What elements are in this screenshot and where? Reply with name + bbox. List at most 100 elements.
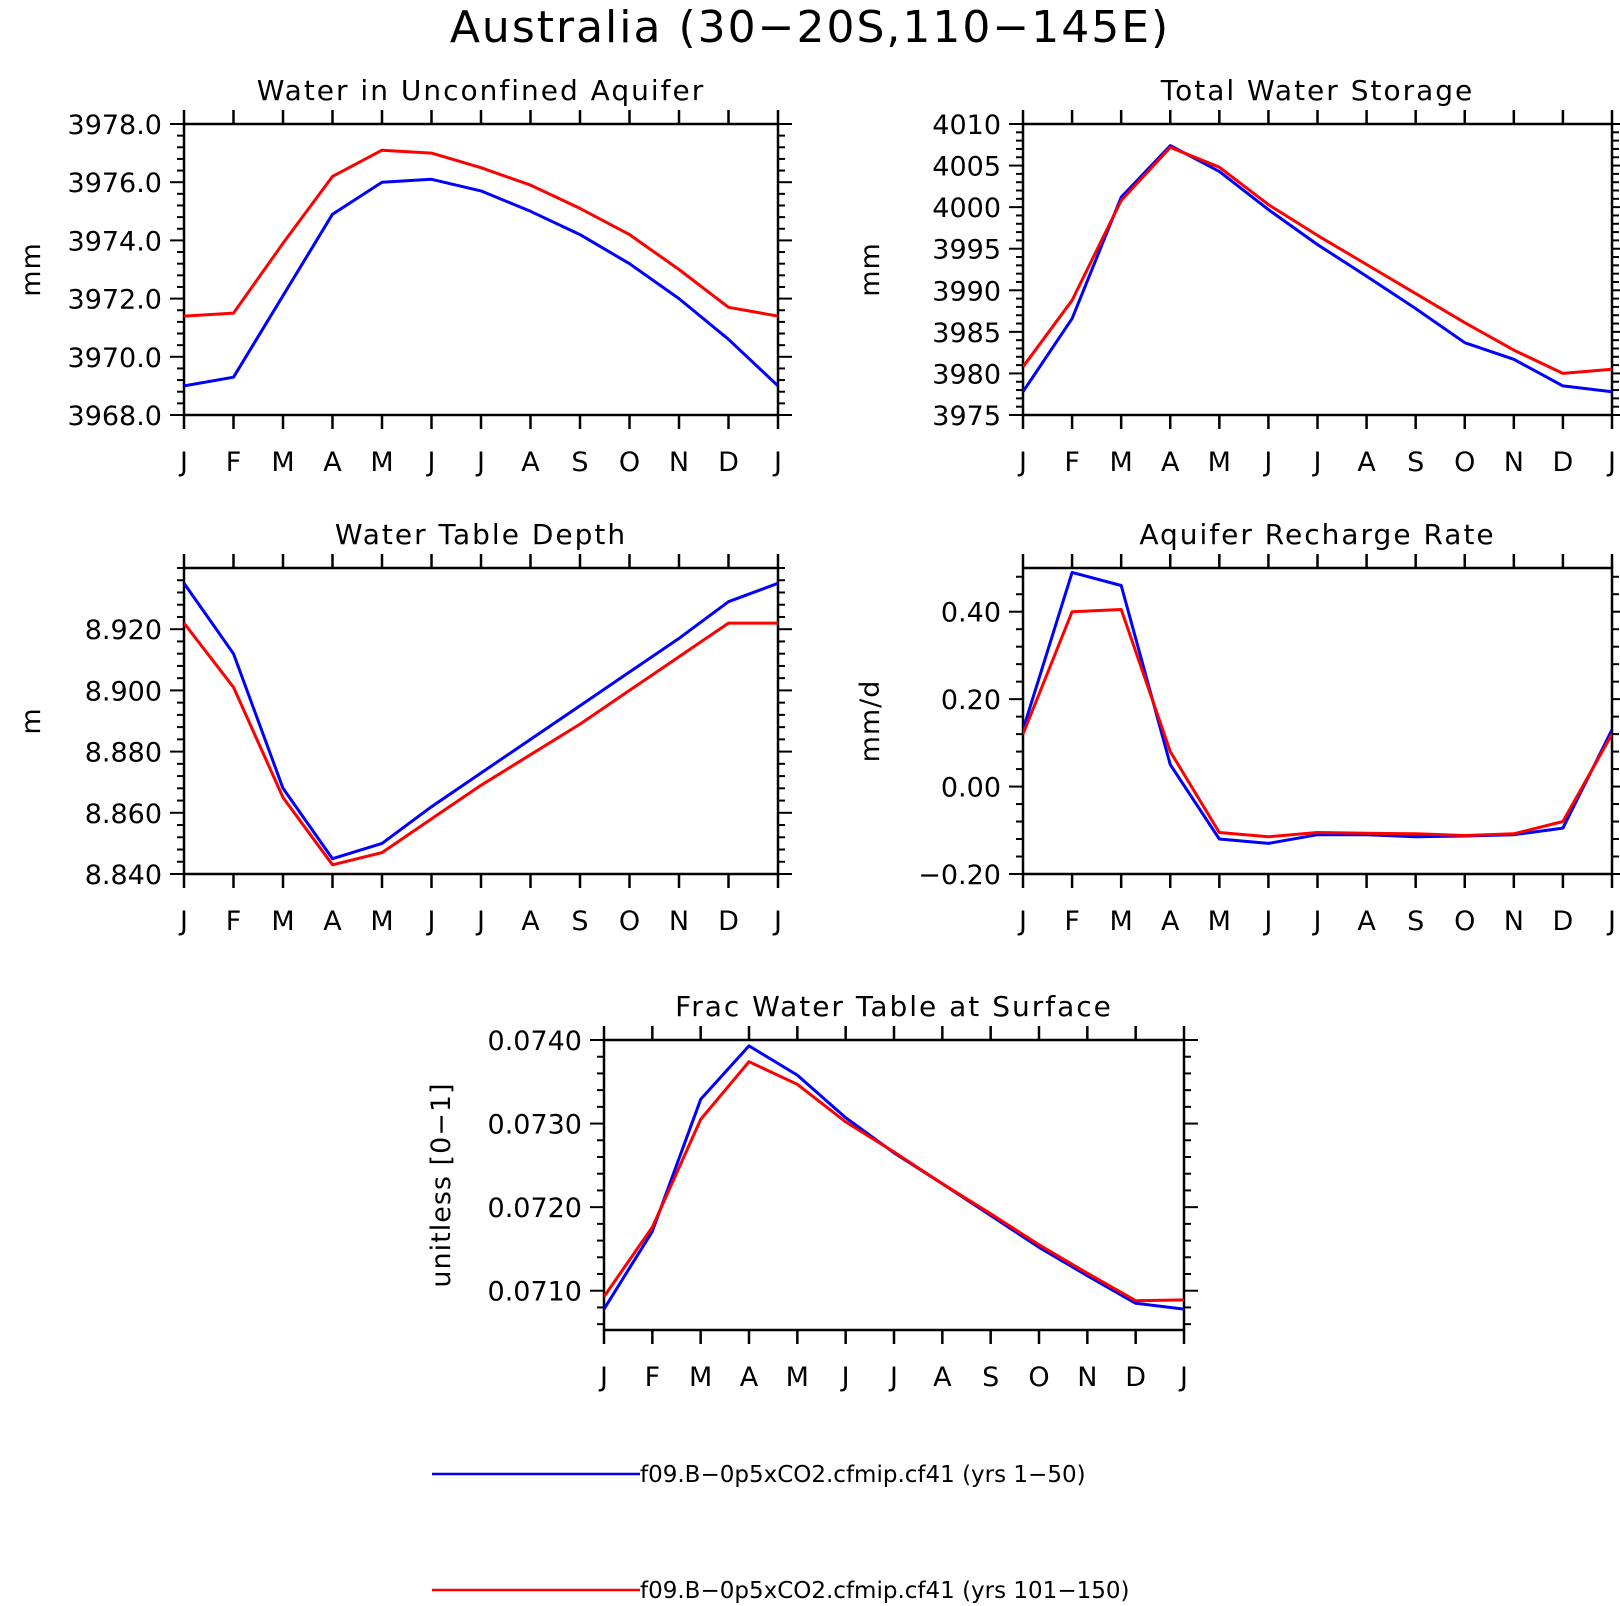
x-tick-label: D (1553, 906, 1574, 937)
x-tick-label: D (1553, 447, 1574, 478)
x-tick-label: A (521, 447, 540, 478)
y-tick-label: 3985 (932, 318, 1001, 349)
x-tick-label: J (1178, 1362, 1188, 1393)
x-tick-label: S (571, 906, 588, 937)
plot-frame (1021, 566, 1614, 876)
plot-frame (602, 1038, 1186, 1332)
series-line (604, 1060, 1184, 1303)
y-tick-label: 0.0730 (488, 1110, 582, 1141)
x-tick-label: A (933, 1362, 952, 1393)
y-tick-label: 0.00 (941, 773, 1001, 804)
x-tick-label: J (598, 1362, 608, 1393)
x-tick-label: S (1407, 906, 1424, 937)
y-tick-label: 3990 (932, 276, 1001, 307)
x-tick-label: M (370, 906, 393, 937)
x-tick-label: J (1312, 906, 1322, 937)
y-axis-label: unitless [0−1] (426, 1082, 457, 1287)
x-tick-label: J (1262, 906, 1272, 937)
x-tick-label: D (718, 906, 739, 937)
series-line (1023, 570, 1612, 845)
y-axis-label: m (16, 707, 47, 734)
y-tick-label: 3972.0 (68, 285, 162, 316)
x-tick-label: S (571, 447, 588, 478)
chart-panel: Frac Water Table at Surface unitless [0−1… (426, 990, 1198, 1393)
y-tick-label: −0.20 (918, 860, 1001, 891)
x-tick-label: D (718, 447, 739, 478)
y-axis-label: mm (16, 242, 47, 297)
x-tick-label: M (1208, 447, 1231, 478)
x-tick-label: A (521, 906, 540, 937)
y-tick-label: 3995 (932, 235, 1001, 266)
x-tick-label: D (1125, 1362, 1146, 1393)
legend-label: f09.B−0p5xCO2.cfmip.cf41 (yrs 1−50) (640, 1462, 1086, 1488)
x-tick-label: J (1017, 906, 1027, 937)
x-tick-label: M (370, 447, 393, 478)
x-tick-label: J (1606, 447, 1616, 478)
x-tick-label: J (426, 447, 436, 478)
y-tick-label: 3975 (932, 401, 1001, 432)
x-tick-label: J (178, 447, 188, 478)
plot-frame (182, 566, 780, 876)
series-line (1023, 608, 1612, 839)
series-line (604, 1044, 1184, 1311)
figure-title: Australia (30−20S,110−145E) (450, 2, 1170, 53)
y-tick-label: 8.900 (85, 676, 162, 707)
x-tick-label: A (1161, 447, 1180, 478)
y-tick-label: 3970.0 (68, 343, 162, 374)
y-tick-label: 3968.0 (68, 401, 162, 432)
x-tick-label: M (786, 1362, 809, 1393)
x-tick-label: N (1077, 1362, 1097, 1393)
y-axis-label: mm/d (855, 680, 886, 763)
y-tick-label: 3978.0 (68, 110, 162, 141)
panel-title: Total Water Storage (1160, 74, 1475, 107)
legend-label: f09.B−0p5xCO2.cfmip.cf41 (yrs 101−150) (640, 1578, 1129, 1604)
y-tick-label: 0.0710 (488, 1277, 582, 1308)
panel-title: Aquifer Recharge Rate (1139, 518, 1495, 551)
y-tick-label: 0.40 (941, 598, 1001, 629)
x-tick-label: J (475, 906, 485, 937)
panel-title: Water Table Depth (335, 518, 627, 551)
x-tick-label: J (426, 906, 436, 937)
x-tick-label: A (1161, 906, 1180, 937)
x-tick-label: O (1454, 906, 1475, 937)
x-tick-label: J (1262, 447, 1272, 478)
y-tick-label: 4005 (932, 152, 1001, 183)
y-tick-label: 0.0740 (488, 1026, 582, 1057)
x-tick-label: N (1504, 906, 1524, 937)
series-line (1023, 145, 1612, 375)
y-axis-label: mm (855, 242, 886, 297)
y-tick-label: 0.20 (941, 685, 1001, 716)
y-tick-label: 8.840 (85, 860, 162, 891)
x-tick-label: F (645, 1362, 661, 1393)
x-tick-label: N (1504, 447, 1524, 478)
x-tick-label: N (669, 906, 689, 937)
x-tick-label: J (840, 1362, 850, 1393)
series-line (184, 621, 778, 867)
x-tick-label: J (475, 447, 485, 478)
x-tick-label: O (619, 906, 640, 937)
x-tick-label: J (772, 447, 782, 478)
series-line (184, 581, 778, 861)
x-tick-label: M (271, 447, 294, 478)
y-tick-label: 8.880 (85, 738, 162, 769)
x-tick-label: M (689, 1362, 712, 1393)
x-tick-label: J (1606, 906, 1616, 937)
x-tick-label: N (669, 447, 689, 478)
x-tick-label: J (1017, 447, 1027, 478)
x-tick-label: A (323, 906, 342, 937)
panel-title: Frac Water Table at Surface (675, 990, 1113, 1023)
x-tick-label: O (1454, 447, 1475, 478)
y-tick-label: 4010 (932, 110, 1001, 141)
x-tick-label: M (1208, 906, 1231, 937)
x-tick-label: M (1110, 447, 1133, 478)
x-tick-label: J (772, 906, 782, 937)
legend: f09.B−0p5xCO2.cfmip.cf41 (yrs 1−50) f09.B… (432, 1462, 1129, 1604)
x-tick-label: A (323, 447, 342, 478)
x-tick-label: S (1407, 447, 1424, 478)
